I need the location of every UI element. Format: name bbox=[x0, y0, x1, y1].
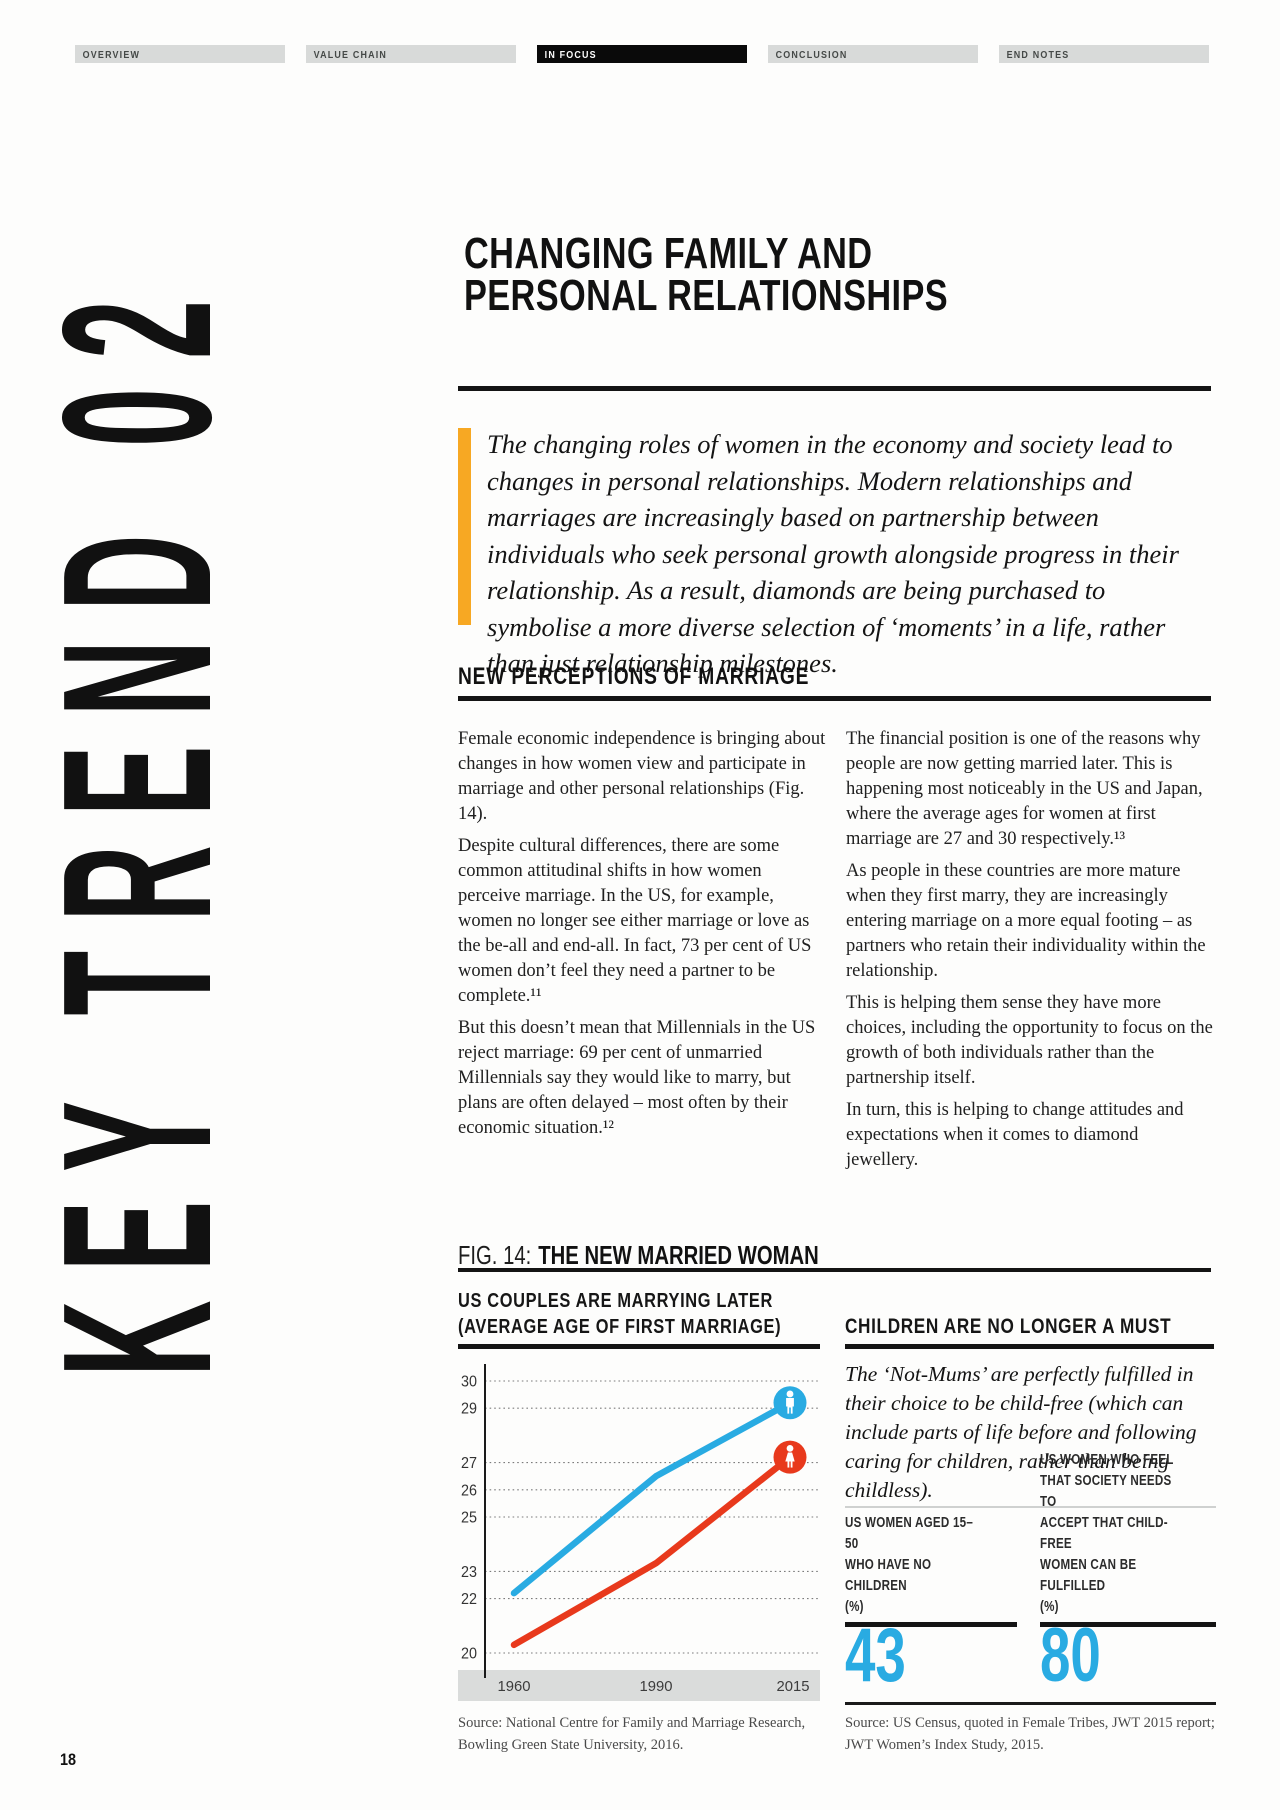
nav-tab-value-chain[interactable]: VALUE CHAIN bbox=[306, 45, 516, 63]
chart-heading: US COUPLES ARE MARRYING LATER (AVERAGE A… bbox=[458, 1288, 781, 1340]
accent-bar bbox=[458, 428, 471, 625]
stat-value: 43 bbox=[845, 1613, 906, 1698]
nav-tab-label: VALUE CHAIN bbox=[313, 49, 388, 61]
key-trend-vertical-label: KEY TREND 02 bbox=[18, 205, 255, 1377]
stat-label: US WOMEN AGED 15–50 WHO HAVE NO CHILDREN… bbox=[845, 1515, 974, 1615]
marriage-age-line-chart: 30 29 27 26 25 23 22 20 1960 1990 2015 bbox=[458, 1364, 820, 1701]
body-column-left: Female economic independence is bringing… bbox=[458, 727, 826, 1148]
y-tick-label: 23 bbox=[461, 1564, 477, 1581]
nav-tab-end-notes[interactable]: END NOTES bbox=[999, 45, 1209, 63]
x-tick-label: 2015 bbox=[777, 1678, 810, 1695]
chart-heading-line2: (AVERAGE AGE OF FIRST MARRIAGE) bbox=[458, 1315, 782, 1338]
panel-bottom-rule bbox=[845, 1702, 1216, 1705]
chart-source-note: Source: National Centre for Family and M… bbox=[458, 1715, 806, 1753]
nav-tab-label: CONCLUSION bbox=[775, 49, 848, 61]
body-paragraph: Female economic independence is bringing… bbox=[458, 729, 826, 824]
body-paragraph: In turn, this is helping to change attit… bbox=[846, 1100, 1184, 1170]
nav-tab-label: END NOTES bbox=[1006, 49, 1070, 61]
page-number: 18 bbox=[60, 1750, 77, 1769]
divider-below-panel-heading bbox=[845, 1344, 1214, 1349]
panel-source-note: Source: US Census, quoted in Female Trib… bbox=[845, 1715, 1215, 1753]
body-paragraph: But this doesn’t mean that Millennials i… bbox=[458, 1018, 816, 1138]
divider-below-figure-heading bbox=[458, 1268, 1211, 1272]
women-end-marker-female-icon bbox=[773, 1440, 807, 1474]
y-tick-label: 29 bbox=[461, 1401, 477, 1418]
panel-intro-paragraph: The ‘Not-Mums’ are perfectly fulfilled i… bbox=[845, 1362, 1197, 1502]
intro-paragraph: The changing roles of women in the econo… bbox=[487, 429, 1179, 678]
page-title-line2: PERSONAL RELATIONSHIPS bbox=[464, 271, 949, 320]
stat-label: US WOMEN WHO FEEL THAT SOCIETY NEEDS TO … bbox=[1040, 1452, 1174, 1615]
nav-tab-label: IN FOCUS bbox=[544, 49, 597, 61]
x-tick-label: 1990 bbox=[640, 1678, 673, 1695]
body-column-right: The financial position is one of the rea… bbox=[846, 727, 1214, 1180]
stat-value: 80 bbox=[1040, 1613, 1101, 1698]
divider-below-chart-heading bbox=[458, 1344, 820, 1349]
divider-below-section-heading bbox=[458, 696, 1211, 701]
chart-heading-line1: US COUPLES ARE MARRYING LATER bbox=[458, 1289, 773, 1312]
body-paragraph: This is helping them sense they have mor… bbox=[846, 993, 1213, 1088]
y-tick-label: 30 bbox=[461, 1374, 477, 1391]
body-paragraph: The financial position is one of the rea… bbox=[846, 729, 1203, 849]
divider-above-intro bbox=[458, 386, 1211, 391]
x-tick-label: 1960 bbox=[498, 1678, 531, 1695]
y-tick-label: 27 bbox=[461, 1455, 477, 1472]
nav-tab-overview[interactable]: OVERVIEW bbox=[75, 45, 285, 63]
nav-tab-in-focus[interactable]: IN FOCUS bbox=[537, 45, 747, 63]
women-line bbox=[510, 1453, 794, 1649]
panel-heading: CHILDREN ARE NO LONGER A MUST bbox=[845, 1314, 1172, 1338]
nav-tab-label: OVERVIEW bbox=[82, 49, 141, 61]
page-title: CHANGING FAMILY AND PERSONAL RELATIONSHI… bbox=[464, 229, 1085, 320]
figure-number-label: FIG. 14: bbox=[458, 1240, 532, 1270]
stat-block: US WOMEN AGED 15–50 WHO HAVE NO CHILDREN… bbox=[845, 1512, 1017, 1712]
men-end-marker-male-icon bbox=[773, 1386, 807, 1420]
stat-rule bbox=[845, 1622, 1017, 1627]
section-heading: NEW PERCEPTIONS OF MARRIAGE bbox=[458, 663, 810, 690]
stat-rule bbox=[1040, 1622, 1216, 1627]
key-trend-vertical-text: KEY TREND 02 bbox=[18, 271, 255, 1377]
y-tick-label: 25 bbox=[461, 1510, 477, 1527]
y-tick-label: 20 bbox=[461, 1646, 477, 1663]
body-paragraph: As people in these countries are more ma… bbox=[846, 861, 1206, 981]
nav-tab-conclusion[interactable]: CONCLUSION bbox=[768, 45, 978, 63]
figure-title: THE NEW MARRIED WOMAN bbox=[538, 1240, 819, 1270]
y-tick-label: 26 bbox=[461, 1482, 477, 1499]
stat-block: US WOMEN WHO FEEL THAT SOCIETY NEEDS TO … bbox=[1040, 1452, 1216, 1712]
figure-heading: FIG. 14: THE NEW MARRIED WOMAN bbox=[458, 1240, 921, 1271]
y-tick-label: 22 bbox=[461, 1591, 477, 1608]
men-line bbox=[510, 1399, 794, 1597]
body-paragraph: Despite cultural differences, there are … bbox=[458, 836, 812, 1006]
panel-divider bbox=[845, 1506, 1216, 1508]
page-title-line1: CHANGING FAMILY AND bbox=[464, 229, 873, 278]
